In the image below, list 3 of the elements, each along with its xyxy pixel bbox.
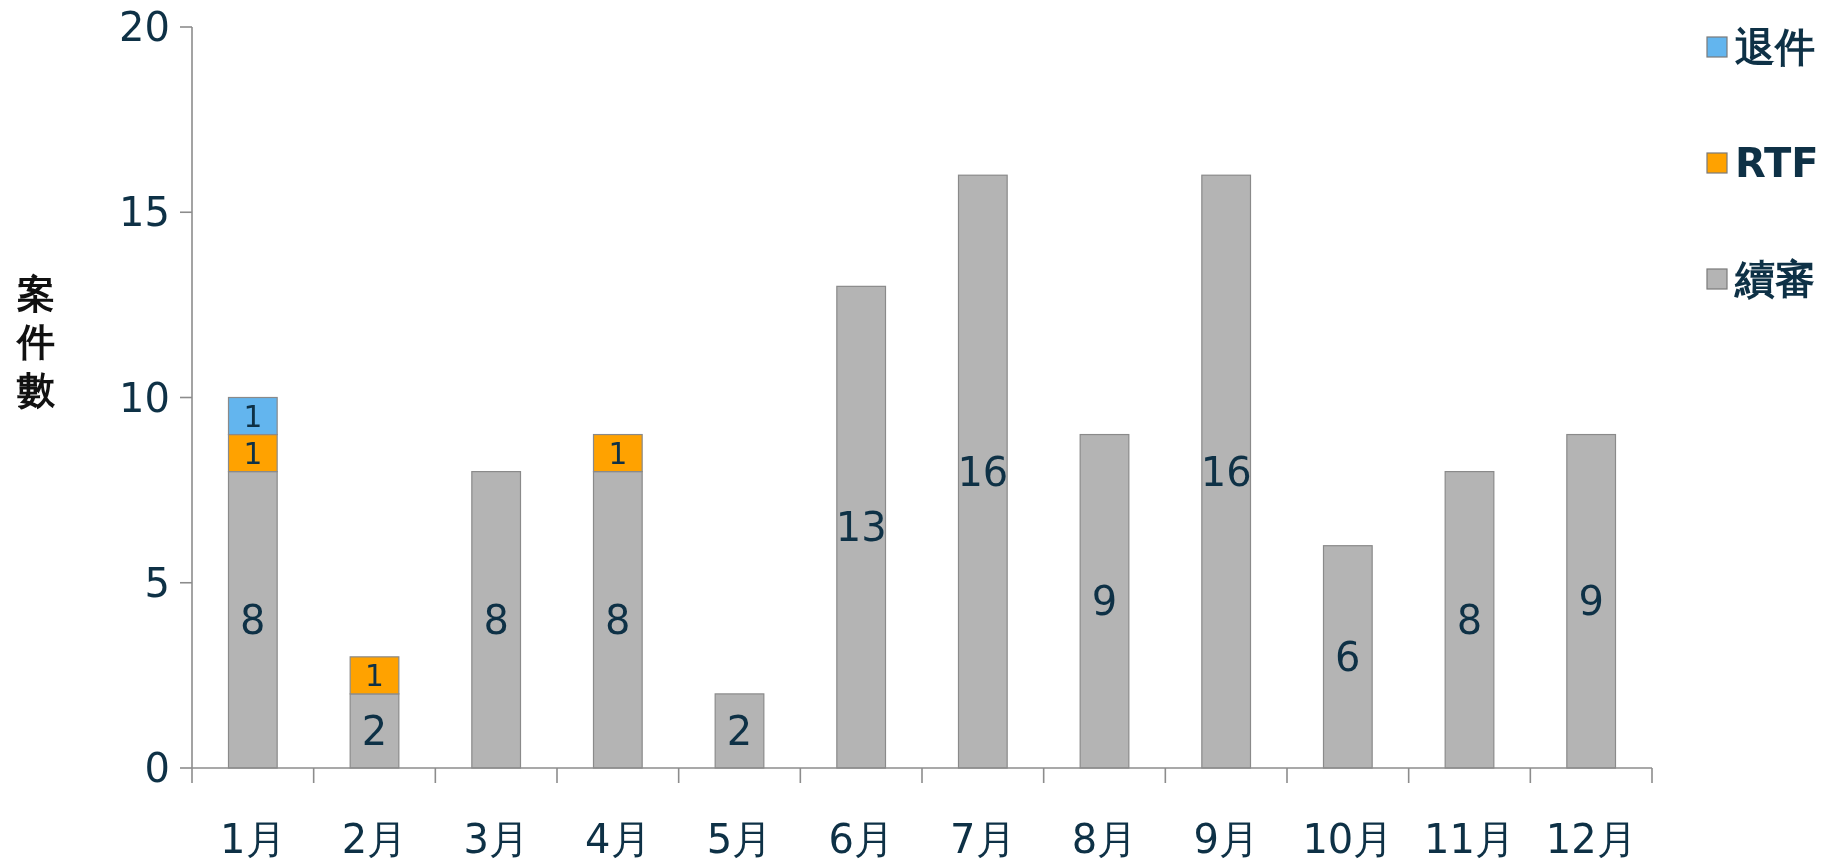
legend-label: 續審 xyxy=(1734,256,1815,302)
legend-label: RTF xyxy=(1735,140,1819,186)
legend-label: 退件 xyxy=(1735,24,1815,70)
